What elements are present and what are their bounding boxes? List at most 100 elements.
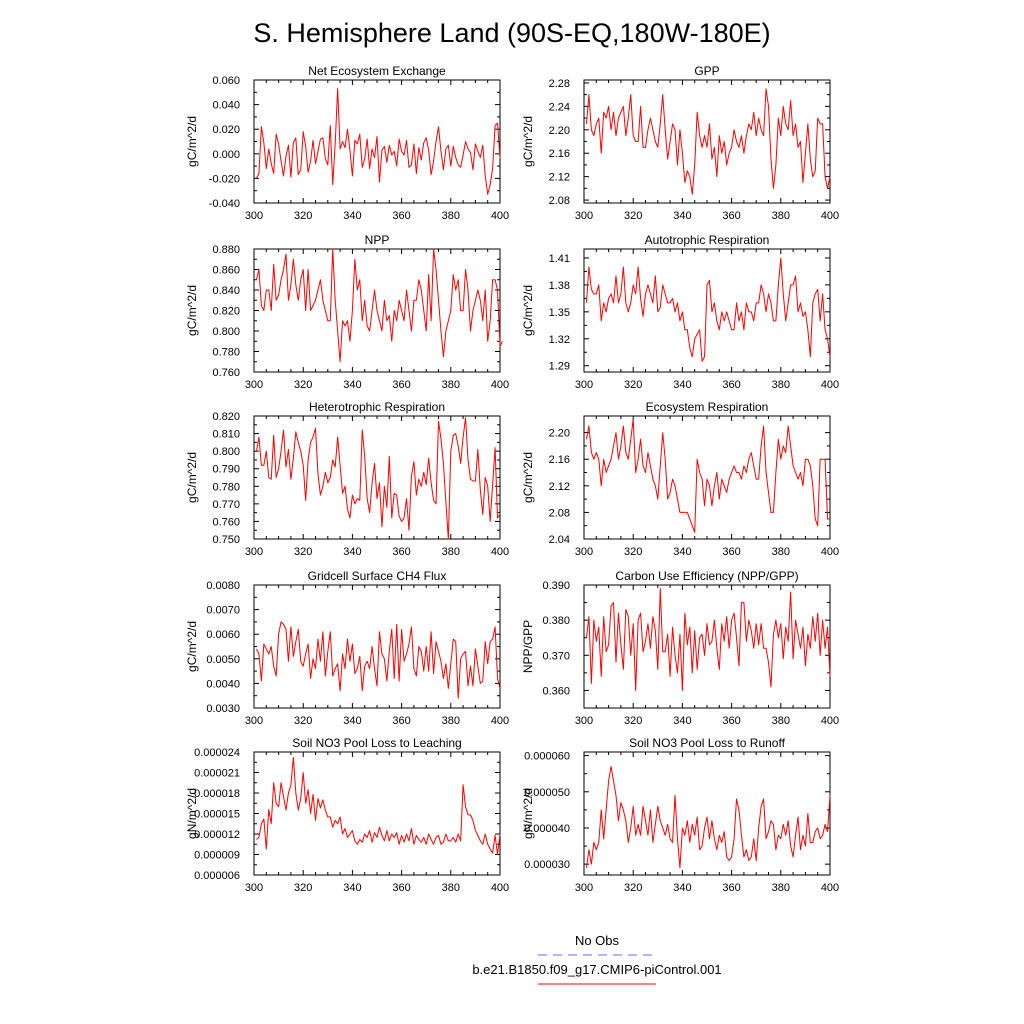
panel-net-ecosystem-exchange: Net Ecosystem Exchange gC/m^2/d 300 320 340 3…	[185, 64, 509, 222]
x-tick-label: 400	[821, 546, 839, 558]
y-tick-label: 0.370	[542, 650, 570, 662]
y-tick-label: 0.0060	[206, 629, 240, 641]
y-axis-label: gC/m^2/d	[185, 452, 199, 503]
y-tick-label: 2.16	[549, 148, 570, 160]
panel-title: Soil NO3 Pool Loss to Runoff	[629, 736, 786, 750]
x-tick-label: 400	[821, 715, 839, 727]
y-tick-label: 0.360	[542, 685, 570, 697]
x-tick-label: 320	[624, 882, 642, 894]
legend-obs-label: No Obs	[575, 933, 620, 948]
panel-gpp: GPP gC/m^2/d 300 320 340 360 380 400 2.08 2.12 2.1…	[521, 64, 839, 222]
y-tick-label: 2.20	[549, 125, 570, 137]
panel-soil-no3-pool-loss-to-runoff: Soil NO3 Pool Loss to Runoff gN/m^2/d 300 3…	[521, 736, 839, 894]
y-tick-label: 2.16	[549, 454, 570, 466]
plot-frame	[583, 79, 831, 204]
panel-title: Soil NO3 Pool Loss to Leaching	[292, 736, 461, 750]
x-tick-label: 380	[442, 882, 460, 894]
y-axis-label: gC/m^2/d	[185, 285, 199, 336]
y-tick-label: -0.020	[209, 173, 240, 185]
x-tick-label: 380	[772, 546, 790, 558]
x-tick-label: 380	[442, 379, 460, 391]
x-tick-label: 300	[245, 546, 263, 558]
y-axis-label: gC/m^2/d	[521, 452, 535, 503]
series-line	[256, 88, 501, 195]
y-tick-label: 0.000060	[524, 751, 570, 763]
y-tick-label: 0.770	[212, 499, 240, 511]
x-tick-label: 300	[245, 210, 263, 222]
x-tick-label: 360	[392, 210, 410, 222]
x-tick-label: 360	[722, 882, 740, 894]
panels: Net Ecosystem Exchange gC/m^2/d 300 320 340 3…	[185, 64, 839, 894]
x-tick-label: 320	[294, 546, 312, 558]
y-tick-label: 0.840	[212, 285, 240, 297]
y-tick-label: 0.390	[542, 580, 570, 592]
series-line	[585, 418, 830, 533]
y-tick-label: 0.020	[212, 124, 240, 136]
panel-soil-no3-pool-loss-to-leaching: Soil NO3 Pool Loss to Leaching gN/m^2/d 30…	[185, 736, 509, 894]
x-tick-label: 340	[343, 210, 361, 222]
y-axis-label: NPP/GPP	[521, 620, 535, 673]
y-tick-label: 0.0050	[206, 654, 240, 666]
panel-title: Ecosystem Respiration	[646, 400, 769, 414]
y-tick-label: 0.000024	[194, 747, 240, 759]
panel-title: NPP	[365, 233, 390, 247]
y-axis-label: gN/m^2/d	[185, 788, 199, 839]
series-line	[256, 756, 501, 855]
y-tick-label: 0.0030	[206, 703, 240, 715]
x-tick-label: 360	[392, 379, 410, 391]
y-tick-label: 0.000012	[194, 829, 240, 841]
panel-ecosystem-respiration: Ecosystem Respiration gC/m^2/d 300 320 340 36…	[521, 400, 839, 558]
y-tick-label: 0.000050	[524, 787, 570, 799]
y-tick-label: 0.000009	[194, 850, 240, 862]
x-tick-label: 300	[575, 546, 593, 558]
x-tick-label: 340	[673, 379, 691, 391]
x-tick-label: 320	[624, 379, 642, 391]
figure-title: S. Hemisphere Land (90S-EQ,180W-180E)	[253, 18, 770, 48]
panel-title: Gridcell Surface CH4 Flux	[308, 569, 447, 583]
x-tick-label: 320	[624, 210, 642, 222]
y-tick-label: 0.000006	[194, 870, 240, 882]
y-tick-label: 0.000030	[524, 859, 570, 871]
x-tick-label: 300	[575, 379, 593, 391]
series-line	[255, 417, 501, 540]
x-tick-label: 360	[392, 715, 410, 727]
x-tick-label: 340	[343, 715, 361, 727]
y-axis-label: gC/m^2/d	[521, 285, 535, 336]
y-tick-label: 0.000040	[524, 823, 570, 835]
y-tick-label: 2.12	[549, 481, 570, 493]
panel-heterotrophic-respiration: Heterotrophic Respiration gC/m^2/d 300 320 3…	[185, 400, 509, 558]
x-tick-label: 300	[575, 882, 593, 894]
x-tick-label: 360	[392, 882, 410, 894]
y-tick-label: 0.0080	[206, 580, 240, 592]
series-line	[585, 257, 831, 362]
legend-case-label: b.e21.B1850.f09_g17.CMIP6-piControl.001	[472, 962, 721, 977]
x-tick-label: 300	[575, 210, 593, 222]
panel-autotrophic-respiration: Autotrophic Respiration gC/m^2/d 300 320 340…	[521, 233, 839, 391]
y-tick-label: 0.800	[212, 446, 240, 458]
x-tick-label: 320	[624, 715, 642, 727]
x-tick-label: 300	[245, 715, 263, 727]
y-tick-label: 0.780	[212, 481, 240, 493]
y-tick-label: 0.760	[212, 367, 240, 379]
x-tick-label: 340	[343, 546, 361, 558]
legend: No Obs b.e21.B1850.f09_g17.CMIP6-piContr…	[472, 933, 722, 985]
x-tick-label: 360	[722, 210, 740, 222]
y-tick-label: 0.820	[212, 411, 240, 423]
y-tick-label: -0.040	[209, 198, 240, 210]
x-tick-label: 340	[343, 882, 361, 894]
plot-frame	[253, 751, 501, 876]
x-tick-label: 340	[673, 546, 691, 558]
x-tick-label: 360	[392, 546, 410, 558]
series-line	[585, 588, 831, 691]
plot-frame	[583, 248, 831, 373]
panel-carbon-use-efficiency-npp-gpp: Carbon Use Efficiency (NPP/GPP) NPP/GPP 30…	[521, 569, 839, 727]
x-tick-label: 340	[343, 379, 361, 391]
y-tick-label: 0.040	[212, 100, 240, 112]
x-tick-label: 380	[442, 715, 460, 727]
y-tick-label: 2.28	[549, 78, 570, 90]
x-tick-label: 400	[821, 882, 839, 894]
panel-title: Net Ecosystem Exchange	[308, 64, 446, 78]
x-tick-label: 320	[624, 546, 642, 558]
y-tick-label: 0.780	[212, 347, 240, 359]
